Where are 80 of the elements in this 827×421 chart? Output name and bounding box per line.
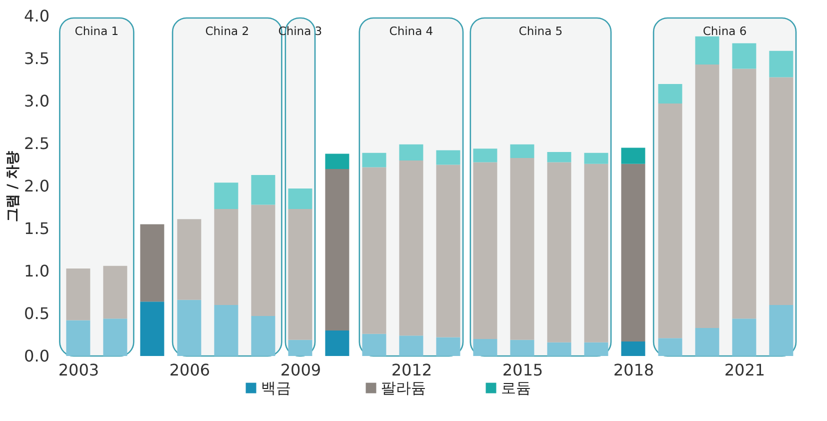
legend-label: 로듐: [501, 379, 531, 397]
bar: [621, 164, 646, 342]
bar: [140, 224, 164, 302]
bar: [510, 144, 534, 158]
bar: [399, 160, 424, 336]
bar: [214, 182, 238, 209]
legend-label: 팔라듐: [381, 379, 426, 397]
bar: [288, 340, 312, 356]
bar: [658, 104, 682, 338]
bar: [325, 154, 350, 169]
bar: [362, 334, 386, 356]
bar: [584, 164, 608, 342]
band-label: China 1: [74, 24, 119, 38]
band-label: China 2: [205, 24, 250, 38]
bar: [66, 320, 90, 356]
bar: [66, 268, 90, 320]
bar: [732, 318, 756, 356]
x-tick-label: 2009: [280, 360, 322, 380]
bar: [399, 336, 424, 356]
bar: [584, 342, 608, 356]
bar: [140, 302, 164, 356]
bar: [177, 219, 202, 300]
bar: [732, 43, 756, 69]
bar: [473, 148, 498, 162]
band-label: China 4: [389, 24, 434, 38]
bar: [658, 84, 682, 104]
bar: [658, 338, 682, 356]
y-tick-label: 3.0: [24, 92, 50, 110]
bar: [436, 150, 460, 165]
bar: [177, 300, 202, 356]
bar: [584, 152, 608, 164]
y-tick-label: 3.5: [24, 49, 50, 68]
bar: [288, 188, 312, 209]
y-tick-label: 0.5: [24, 304, 50, 323]
bar: [214, 305, 238, 356]
bar: [695, 328, 720, 356]
bar: [510, 158, 534, 340]
bar: [769, 77, 794, 305]
bar: [695, 36, 720, 64]
bar: [769, 305, 794, 356]
bar: [547, 162, 572, 342]
y-tick-label: 4.0: [24, 6, 50, 26]
band-label: China 5: [518, 24, 563, 38]
bar: [621, 148, 646, 164]
bar: [251, 174, 276, 205]
y-tick-label: 1.5: [24, 219, 50, 238]
bar: [473, 339, 498, 356]
bar: [436, 164, 460, 338]
bar: [103, 318, 128, 356]
x-tick-label: 2015: [502, 360, 544, 380]
y-tick-label: 0.0: [24, 346, 50, 366]
bar: [325, 330, 350, 356]
bar: [510, 340, 534, 356]
bar: [473, 162, 498, 339]
bar: [325, 169, 350, 330]
y-tick-label: 2.5: [24, 134, 50, 153]
x-tick-label: 2021: [724, 360, 766, 380]
bar: [362, 167, 386, 334]
x-tick-label: 2018: [613, 360, 654, 380]
bar: [695, 64, 720, 328]
bar: [732, 68, 756, 319]
x-tick-label: 2012: [391, 360, 432, 380]
y-tick-label: 1.0: [24, 262, 50, 280]
y-axis-title: 그램 / 차량: [5, 151, 22, 222]
bar: [362, 152, 386, 168]
bar: [251, 316, 276, 356]
bar: [103, 266, 128, 319]
y-tick-label: 2.0: [24, 176, 50, 196]
bar: [436, 337, 460, 356]
bar: [621, 342, 646, 356]
band-label: China 6: [702, 24, 747, 38]
x-tick-label: 2006: [169, 360, 210, 380]
bar: [769, 50, 794, 78]
legend-label: 백금: [261, 379, 291, 397]
bar: [547, 152, 572, 162]
x-tick-label: 2003: [58, 360, 100, 380]
bar: [547, 342, 572, 356]
bar: [214, 208, 238, 305]
bar: [399, 144, 424, 160]
bar: [251, 204, 276, 316]
